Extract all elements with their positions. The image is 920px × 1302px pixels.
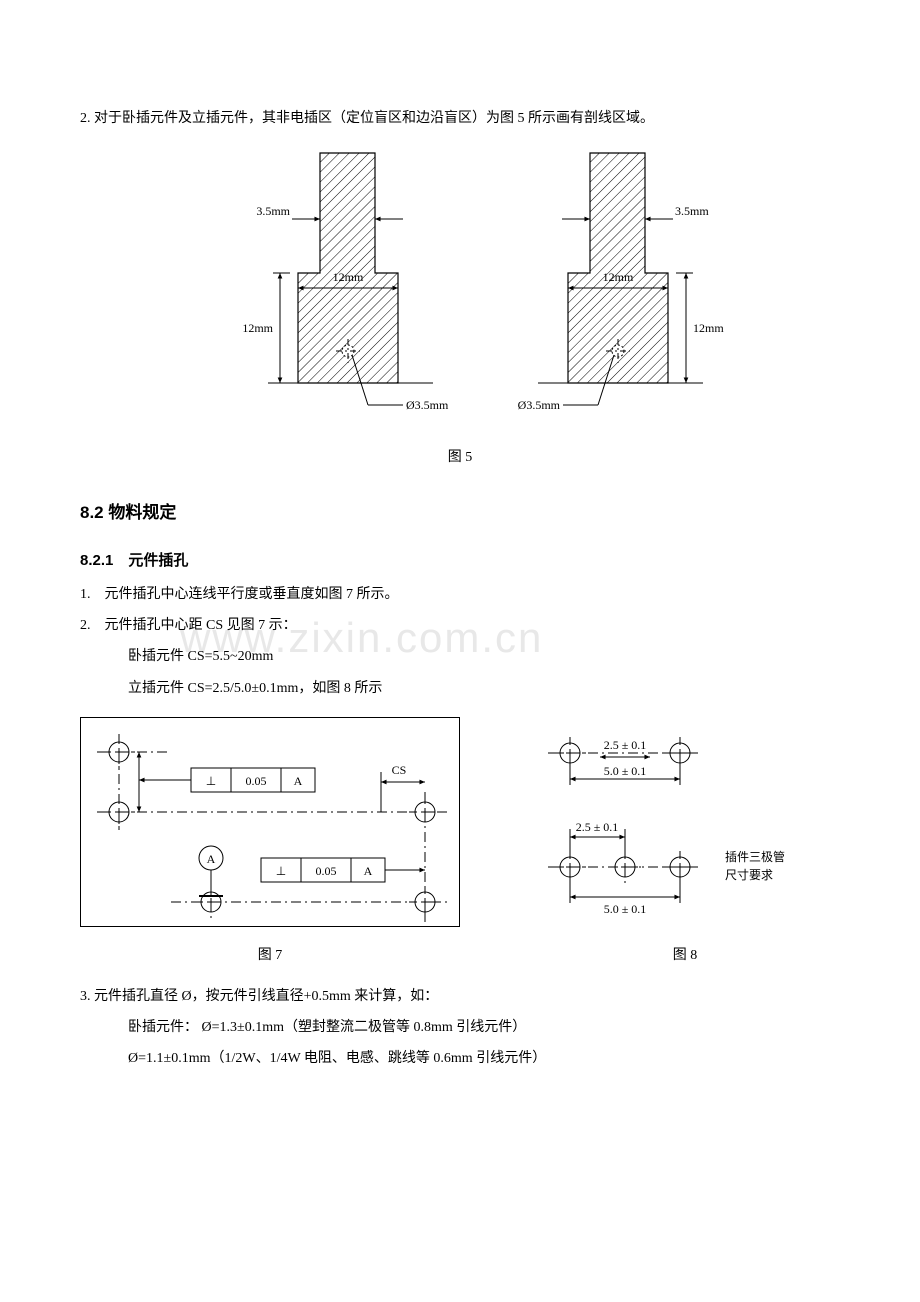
para-821-3b: Ø=1.1±0.1mm（1/2W、1/4W 电阻、电感、跳线等 0.6mm 引线… [80, 1046, 840, 1071]
para-821-2b: 立插元件 CS=2.5/5.0±0.1mm，如图 8 所示 [80, 676, 840, 701]
figure-8-svg: 2.5 ± 0.1 5.0 ± 0.1 2.5 ± 0.1 5.0 ± 0.1 插件三极… [530, 717, 840, 927]
heading-8-2-1: 8.2.1 元件插孔 [80, 547, 840, 574]
svg-text:3.5mm: 3.5mm [256, 204, 290, 218]
svg-text:12mm: 12mm [603, 270, 634, 284]
svg-text:A: A [364, 864, 373, 878]
svg-text:插件三极管: 插件三极管 [725, 849, 785, 864]
para-821-2: 2. 元件插孔中心距 CS 见图 7 示： [80, 613, 840, 638]
svg-text:12mm: 12mm [693, 321, 724, 335]
para-821-3: 3. 元件插孔直径 Ø，按元件引线直径+0.5mm 来计算，如： [80, 984, 840, 1009]
figures-7-8-captions: 图 7 图 8 [80, 943, 840, 968]
svg-text:Ø3.5mm: Ø3.5mm [518, 398, 561, 412]
svg-text:0.05: 0.05 [246, 774, 267, 788]
para-2: 2. 对于卧插元件及立插元件，其非电插区（定位盲区和边沿盲区）为图 5 所示画有… [80, 106, 840, 131]
svg-text:12mm: 12mm [242, 321, 273, 335]
figure-7-caption: 图 7 [80, 943, 460, 968]
svg-text:2.5 ± 0.1: 2.5 ± 0.1 [576, 820, 619, 834]
heading-8-2: 8.2 物料规定 [80, 498, 840, 529]
svg-text:⊥: ⊥ [276, 864, 286, 878]
svg-text:2.5 ± 0.1: 2.5 ± 0.1 [604, 738, 647, 752]
svg-text:⊥: ⊥ [206, 774, 216, 788]
figure-5-caption: 图 5 [80, 445, 840, 470]
figure-5-svg: 3.5mm 12mm 12mm Ø3.5mm 3.5mm 12mm 12mm Ø3.5mm [190, 143, 730, 433]
svg-text:12mm: 12mm [333, 270, 364, 284]
svg-text:5.0 ± 0.1: 5.0 ± 0.1 [604, 902, 647, 916]
svg-text:尺寸要求: 尺寸要求 [725, 868, 773, 882]
figure-5: 3.5mm 12mm 12mm Ø3.5mm 3.5mm 12mm 12mm Ø3.5mm [80, 143, 840, 433]
figures-7-8: CS⊥0.05A⊥0.05AA 2.5 ± 0.15.0 ± 0.12.5 ± … [80, 717, 840, 927]
svg-text:0.05: 0.05 [316, 864, 337, 878]
svg-text:A: A [294, 774, 303, 788]
para-821-3a: 卧插元件： Ø=1.3±0.1mm（塑封整流二极管等 0.8mm 引线元件） [80, 1015, 840, 1040]
svg-text:CS: CS [392, 763, 407, 777]
figure-7-svg: CS ⊥ 0.05 A ⊥ 0.05 A A [80, 717, 460, 927]
svg-text:A: A [207, 852, 216, 866]
para-821-2a: 卧插元件 CS=5.5~20mm [80, 644, 840, 669]
svg-text:Ø3.5mm: Ø3.5mm [406, 398, 449, 412]
figure-8-caption: 图 8 [530, 943, 840, 968]
para-821-1: 1. 元件插孔中心连线平行度或垂直度如图 7 所示。 [80, 582, 840, 607]
page-content: 2. 对于卧插元件及立插元件，其非电插区（定位盲区和边沿盲区）为图 5 所示画有… [80, 106, 840, 1071]
svg-text:5.0 ± 0.1: 5.0 ± 0.1 [604, 764, 647, 778]
svg-text:3.5mm: 3.5mm [675, 204, 709, 218]
